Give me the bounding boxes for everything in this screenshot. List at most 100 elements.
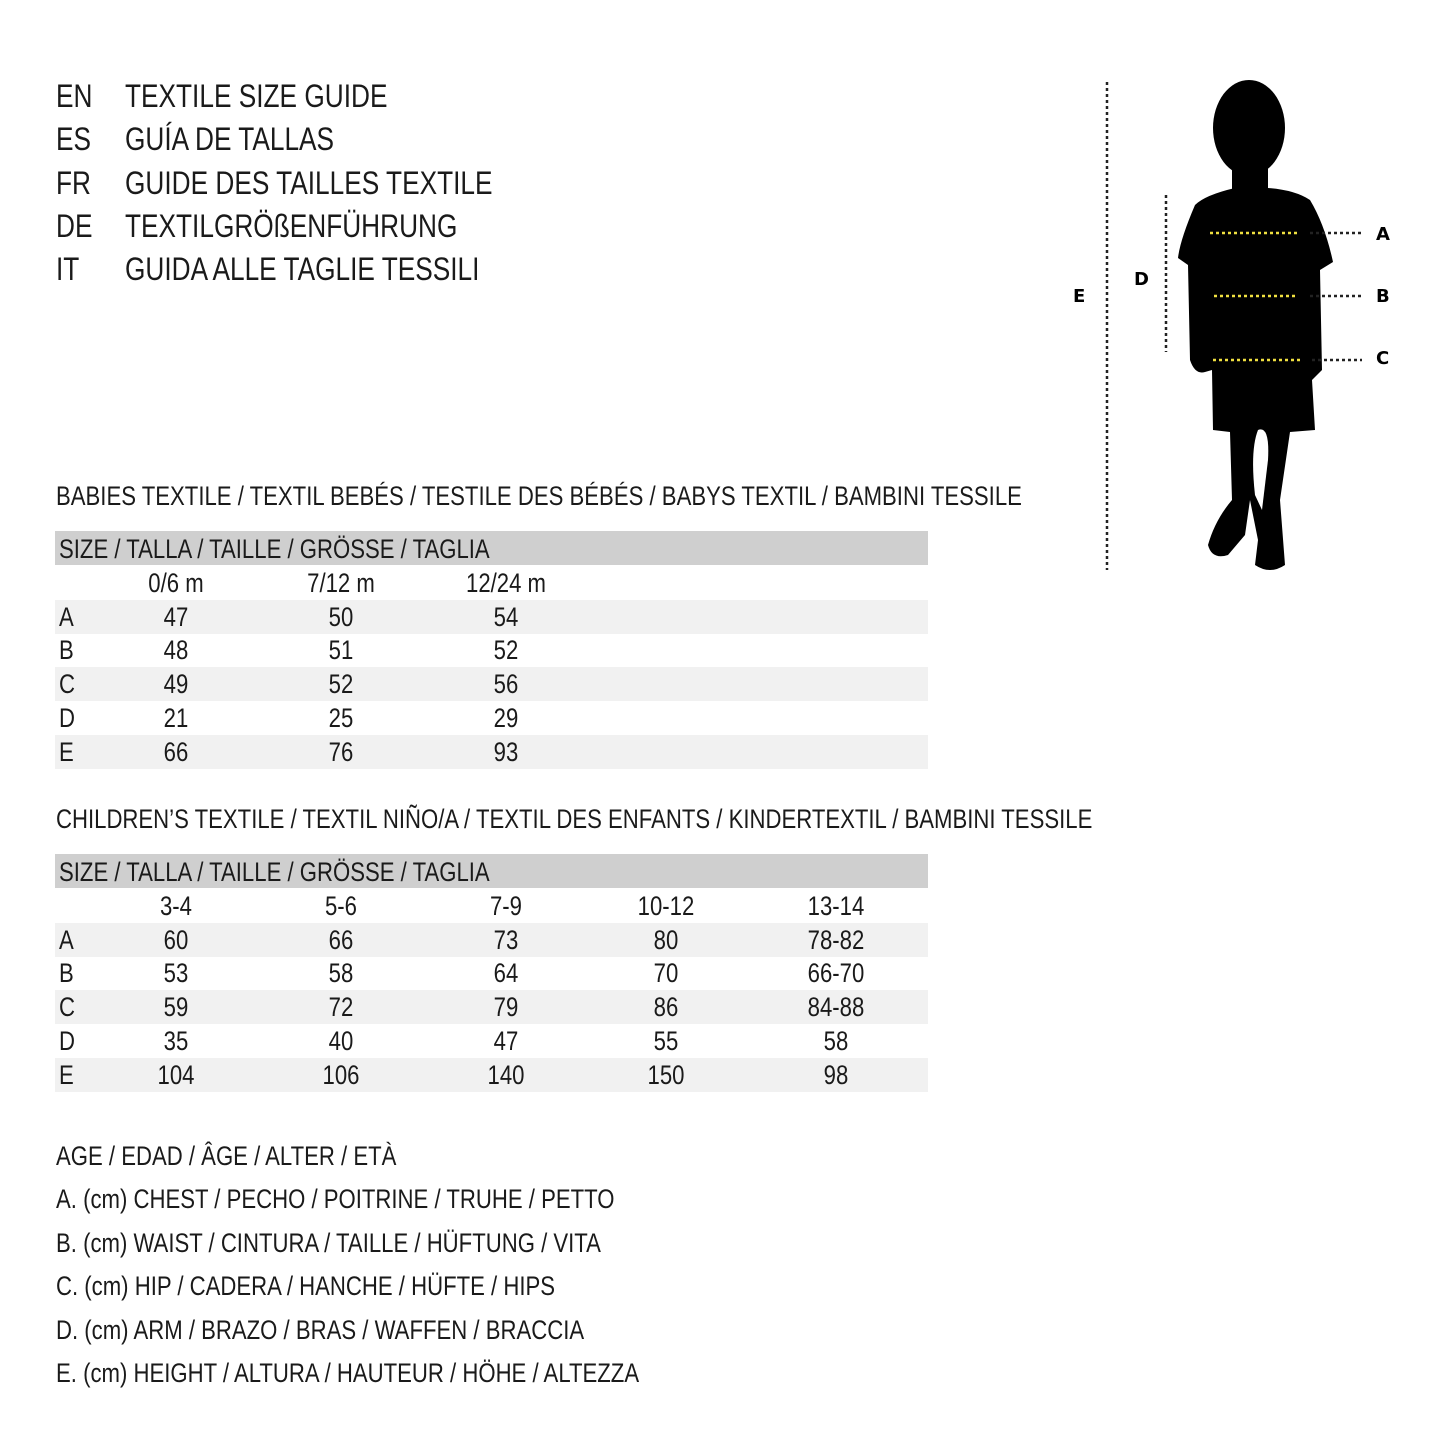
column-header-row: 0/6 m 7/12 m 12/24 m xyxy=(55,566,928,600)
language-code: DE xyxy=(56,207,93,244)
table-cell: 106 xyxy=(322,1059,360,1090)
table-cell: 25 xyxy=(328,702,354,733)
section-title: BABIES TEXTILE / TEXTIL BEBÉS / TESTILE … xyxy=(56,481,1022,511)
table-cell: 64 xyxy=(493,958,519,989)
label-e: E xyxy=(1073,286,1085,307)
table-cell: 58 xyxy=(328,958,354,989)
legend-item: E. (cm) HEIGHT / ALTURA / HAUTEUR / HÖHE… xyxy=(56,1358,640,1388)
column-header: 12/24 m xyxy=(465,568,547,598)
table-cell: 66 xyxy=(163,736,189,767)
table-row: C 49 52 56 xyxy=(55,667,928,702)
row-label: A xyxy=(59,601,74,632)
table-cell: 78-82 xyxy=(807,924,865,955)
table-row: B 48 51 52 xyxy=(55,633,928,667)
column-header: 7-9 xyxy=(489,891,523,921)
table-cell: 84-88 xyxy=(807,992,865,1023)
table-header-label: SIZE / TALLA / TAILLE / GRÖSSE / TAGLIA xyxy=(59,857,490,887)
table-cell: 52 xyxy=(493,635,519,666)
table-cell: 76 xyxy=(328,736,354,767)
table-row: A 60 66 73 80 78-82 xyxy=(55,922,928,957)
legend-item: A. (cm) CHEST / PECHO / POITRINE / TRUHE… xyxy=(56,1184,615,1215)
column-header: 10-12 xyxy=(637,891,695,921)
table-cell: 80 xyxy=(653,924,679,955)
row-label: A xyxy=(59,924,74,955)
table-cell: 98 xyxy=(823,1059,849,1090)
table-cell: 54 xyxy=(493,601,519,632)
table-cell: 29 xyxy=(493,702,519,733)
table-cell: 55 xyxy=(653,1025,679,1056)
column-header: 5-6 xyxy=(324,891,358,921)
table-cell: 35 xyxy=(163,1025,189,1056)
row-label: B xyxy=(59,958,74,989)
table-row: D 35 40 47 55 58 xyxy=(55,1024,928,1058)
table-cell: 58 xyxy=(823,1025,849,1056)
table-header-bar: SIZE / TALLA / TAILLE / GRÖSSE / TAGLIA xyxy=(55,854,928,888)
row-label: C xyxy=(59,669,75,700)
table-header-bar: SIZE / TALLA / TAILLE / GRÖSSE / TAGLIA xyxy=(55,531,928,565)
table-cell: 104 xyxy=(157,1059,195,1090)
language-code: IT xyxy=(56,251,80,288)
table-cell: 48 xyxy=(163,635,189,666)
table-cell: 150 xyxy=(647,1059,685,1090)
legend-item: B. (cm) WAIST / CINTURA / TAILLE / HÜFTU… xyxy=(56,1227,601,1258)
row-label: D xyxy=(59,702,75,733)
label-d: D xyxy=(1134,269,1149,290)
table-row: E 66 76 93 xyxy=(55,734,928,769)
table-row: E 104 106 140 150 98 xyxy=(55,1057,928,1092)
label-b: B xyxy=(1376,286,1390,307)
title-text: GUIDA ALLE TAGLIE TESSILI xyxy=(125,251,480,288)
table-header-label: SIZE / TALLA / TAILLE / GRÖSSE / TAGLIA xyxy=(59,534,490,564)
title-text: GUIDE DES TAILLES TEXTILE xyxy=(125,164,493,201)
table-cell: 40 xyxy=(328,1025,354,1056)
row-label: C xyxy=(59,992,75,1023)
child-silhouette-figure: A B C D E xyxy=(1073,80,1390,570)
table-cell: 52 xyxy=(328,669,354,700)
table-cell: 50 xyxy=(328,601,354,632)
table-cell: 53 xyxy=(163,958,189,989)
label-c: C xyxy=(1376,348,1389,369)
table-cell: 66-70 xyxy=(807,958,865,989)
table-cell: 56 xyxy=(493,669,519,700)
leg-gap xyxy=(1253,429,1269,510)
language-code: FR xyxy=(56,164,91,201)
table-cell: 66 xyxy=(328,924,354,955)
table-cell: 86 xyxy=(653,992,679,1023)
table-cell: 93 xyxy=(493,736,519,767)
table-row: D 21 25 29 xyxy=(55,701,928,735)
legend-item: AGE / EDAD / ÂGE / ALTER / ETÀ xyxy=(56,1141,397,1171)
language-code: ES xyxy=(56,121,92,158)
row-label: B xyxy=(59,635,74,666)
column-header: 7/12 m xyxy=(307,568,375,598)
language-code: EN xyxy=(56,78,93,114)
table-cell: 59 xyxy=(163,992,189,1023)
column-header: 13-14 xyxy=(807,891,865,921)
table-cell: 47 xyxy=(163,601,189,632)
row-label: D xyxy=(59,1025,75,1056)
table-row: C 59 72 79 86 84-88 xyxy=(55,990,928,1025)
title-text: TEXTILGRÖßENFÜHRUNG xyxy=(125,207,458,244)
table-cell: 140 xyxy=(487,1059,525,1090)
legend-item: D. (cm) ARM / BRAZO / BRAS / WAFFEN / BR… xyxy=(56,1314,585,1345)
table-row: B 53 58 64 70 66-70 xyxy=(55,956,928,990)
section-title: CHILDREN’S TEXTILE / TEXTIL NIÑO/A / TEX… xyxy=(56,804,1093,834)
label-a: A xyxy=(1376,224,1390,245)
title-text: TEXTILE SIZE GUIDE xyxy=(125,78,388,114)
table-cell: 79 xyxy=(493,992,519,1023)
table-cell: 73 xyxy=(493,924,519,955)
table-cell: 51 xyxy=(328,635,354,666)
table-cell: 60 xyxy=(163,924,189,955)
table-cell: 21 xyxy=(163,702,189,733)
child-silhouette xyxy=(1178,80,1333,570)
table-cell: 47 xyxy=(493,1025,519,1056)
table-row: A 47 50 54 xyxy=(55,599,928,634)
table-cell: 49 xyxy=(163,669,189,700)
table-cell: 70 xyxy=(653,958,679,989)
column-header: 3-4 xyxy=(159,891,193,921)
legend-item: C. (cm) HIP / CADERA / HANCHE / HÜFTE / … xyxy=(56,1271,556,1302)
row-label: E xyxy=(59,736,74,767)
row-label: E xyxy=(59,1059,74,1090)
table-cell: 72 xyxy=(328,992,354,1023)
column-header: 0/6 m xyxy=(148,568,204,598)
title-text: GUÍA DE TALLAS xyxy=(125,121,335,158)
column-header-row: 3-4 5-6 7-9 10-12 13-14 xyxy=(55,889,928,923)
